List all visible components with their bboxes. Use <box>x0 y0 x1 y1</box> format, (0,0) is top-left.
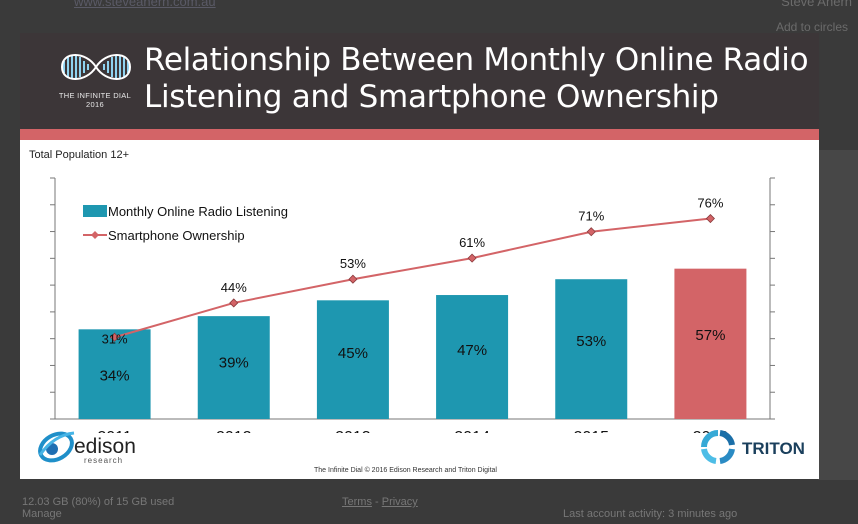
edison-swirl-icon <box>38 431 75 463</box>
infinite-dial-logo-text: THE INFINITE DIAL 2016 <box>40 91 150 109</box>
x-tick-label-2014: 2014 <box>454 429 490 433</box>
bar-online-radio-2013 <box>316 300 389 419</box>
header-accent-bar <box>20 129 819 140</box>
point-smartphone-2012 <box>229 298 239 308</box>
point-smartphone-2014 <box>467 253 477 263</box>
background-add-to-circles[interactable]: Add to circles <box>775 20 848 34</box>
logo-line-2: 2016 <box>86 100 104 109</box>
population-note: Total Population 12+ <box>29 149 129 161</box>
edison-logo-name: edison <box>74 435 136 458</box>
edison-research-logo: edison research <box>38 431 136 465</box>
chart-title-line-2: Listening and Smartphone Ownership <box>144 79 719 115</box>
point-smartphone-2013 <box>348 274 358 284</box>
background-terms: Terms - Privacy <box>342 496 418 508</box>
storage-usage-text: 12.03 GB (80%) of 15 GB used <box>22 496 175 508</box>
bar-online-radio-2011 <box>78 329 151 419</box>
x-tick-label-2012: 2012 <box>216 429 252 433</box>
data-label-smartphone-2013: 53% <box>340 256 366 271</box>
background-storage-info: 12.03 GB (80%) of 15 GB used Manage <box>22 496 174 520</box>
data-label-online-radio-2013: 45% <box>338 345 368 362</box>
legend-label-online-radio: Monthly Online Radio Listening <box>108 204 288 219</box>
data-label-smartphone-2015: 71% <box>578 209 604 224</box>
point-smartphone-2016 <box>705 213 715 224</box>
infinite-dial-logo-icon <box>60 54 132 80</box>
data-label-online-radio-2016: 57% <box>695 327 725 344</box>
manage-storage-link[interactable]: Manage <box>22 508 62 520</box>
footer-copyright: The Infinite Dial © 2016 Edison Research… <box>314 467 497 474</box>
bar-online-radio-2012 <box>197 316 270 419</box>
data-label-smartphone-2011: 31% <box>102 331 128 346</box>
chart-title-line-1: Relationship Between Monthly Online Radi… <box>144 42 809 78</box>
triton-logo-name: TRITON <box>742 439 805 458</box>
legend-label-smartphone: Smartphone Ownership <box>108 228 245 243</box>
background-account-activity: Last account activity: 3 minutes ago <box>563 508 738 520</box>
legend-swatch-online-radio <box>83 205 107 217</box>
x-tick-label-2013: 2013 <box>335 429 371 433</box>
slide-header: THE INFINITE DIAL 2016 Relationship Betw… <box>20 33 819 129</box>
chart-title: Relationship Between Monthly Online Radi… <box>144 42 814 116</box>
data-label-online-radio-2015: 53% <box>576 333 606 350</box>
privacy-link[interactable]: Privacy <box>381 496 418 508</box>
data-label-online-radio-2014: 47% <box>457 342 487 359</box>
point-smartphone-2011 <box>110 332 120 342</box>
data-label-smartphone-2012: 44% <box>221 280 247 295</box>
terms-link[interactable]: Terms <box>342 496 372 508</box>
bar-online-radio-2016 <box>674 268 747 419</box>
bar-online-radio-2014 <box>436 295 509 419</box>
bar-online-radio-2015 <box>555 279 628 419</box>
logo-line-1: THE INFINITE DIAL <box>58 91 132 100</box>
x-tick-label-2015: 2015 <box>573 429 609 433</box>
data-label-online-radio-2012: 39% <box>219 354 249 371</box>
point-smartphone-2015 <box>586 227 596 237</box>
line-smartphone-ownership <box>114 217 711 339</box>
triton-ring-icon <box>701 430 735 464</box>
data-label-smartphone-2014: 61% <box>459 235 485 250</box>
chart-slide: THE INFINITE DIAL 2016 Relationship Betw… <box>20 33 819 479</box>
edison-logo-sub: research <box>84 456 123 465</box>
x-tick-label-2016: 2016 <box>693 429 729 433</box>
background-website-link[interactable]: www.steveahern.com.au <box>74 0 216 9</box>
legend-marker-smartphone <box>91 231 99 239</box>
data-label-smartphone-2016: 76% <box>697 196 723 211</box>
combo-chart: 34% 39% 45% 47% 53% 57% 31% 44% 53% 61% 71% 76% 2011… <box>50 177 775 433</box>
background-user-name: Steve Ahern <box>781 0 852 9</box>
triton-digital-logo: TRITON <box>701 430 805 464</box>
x-tick-label-2011: 2011 <box>97 429 132 433</box>
background-sidebar <box>818 150 858 480</box>
data-label-online-radio-2011: 34% <box>100 367 130 384</box>
